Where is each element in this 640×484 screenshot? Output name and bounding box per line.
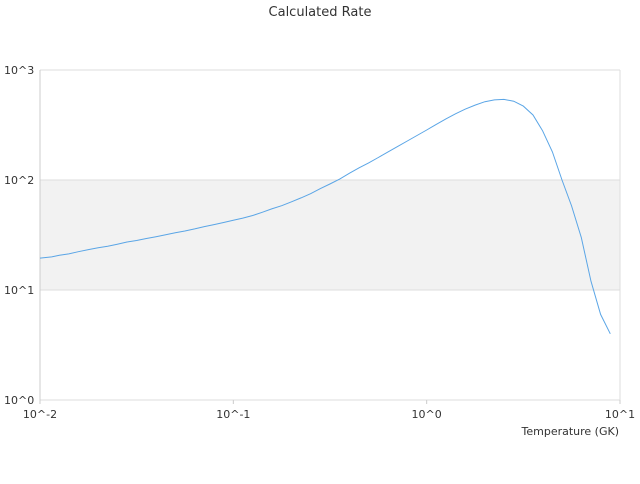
x-axis-label: Temperature (GK) <box>521 425 620 438</box>
plot-bands <box>40 180 620 290</box>
x-tick-label: 10^1 <box>605 408 635 421</box>
rate-series-line <box>39 98 611 335</box>
x-tick-label: 10^-2 <box>23 408 57 421</box>
axes <box>39 70 621 404</box>
y-tick-label: 10^3 <box>4 64 34 77</box>
chart-title: Calculated Rate <box>269 5 372 20</box>
plot-band <box>40 180 620 290</box>
grid-lines <box>40 69 620 401</box>
y-tick-label: 10^1 <box>4 284 34 297</box>
y-tick-label: 10^0 <box>4 394 34 407</box>
y-tick-label: 10^2 <box>4 174 34 187</box>
x-tick-label: 10^-1 <box>216 408 250 421</box>
series-layer <box>39 98 611 335</box>
x-tick-label: 10^0 <box>412 408 442 421</box>
tick-labels: 10^0 10^1 10^2 10^3 10^-2 10^-1 10^0 10^1 <box>4 64 635 421</box>
